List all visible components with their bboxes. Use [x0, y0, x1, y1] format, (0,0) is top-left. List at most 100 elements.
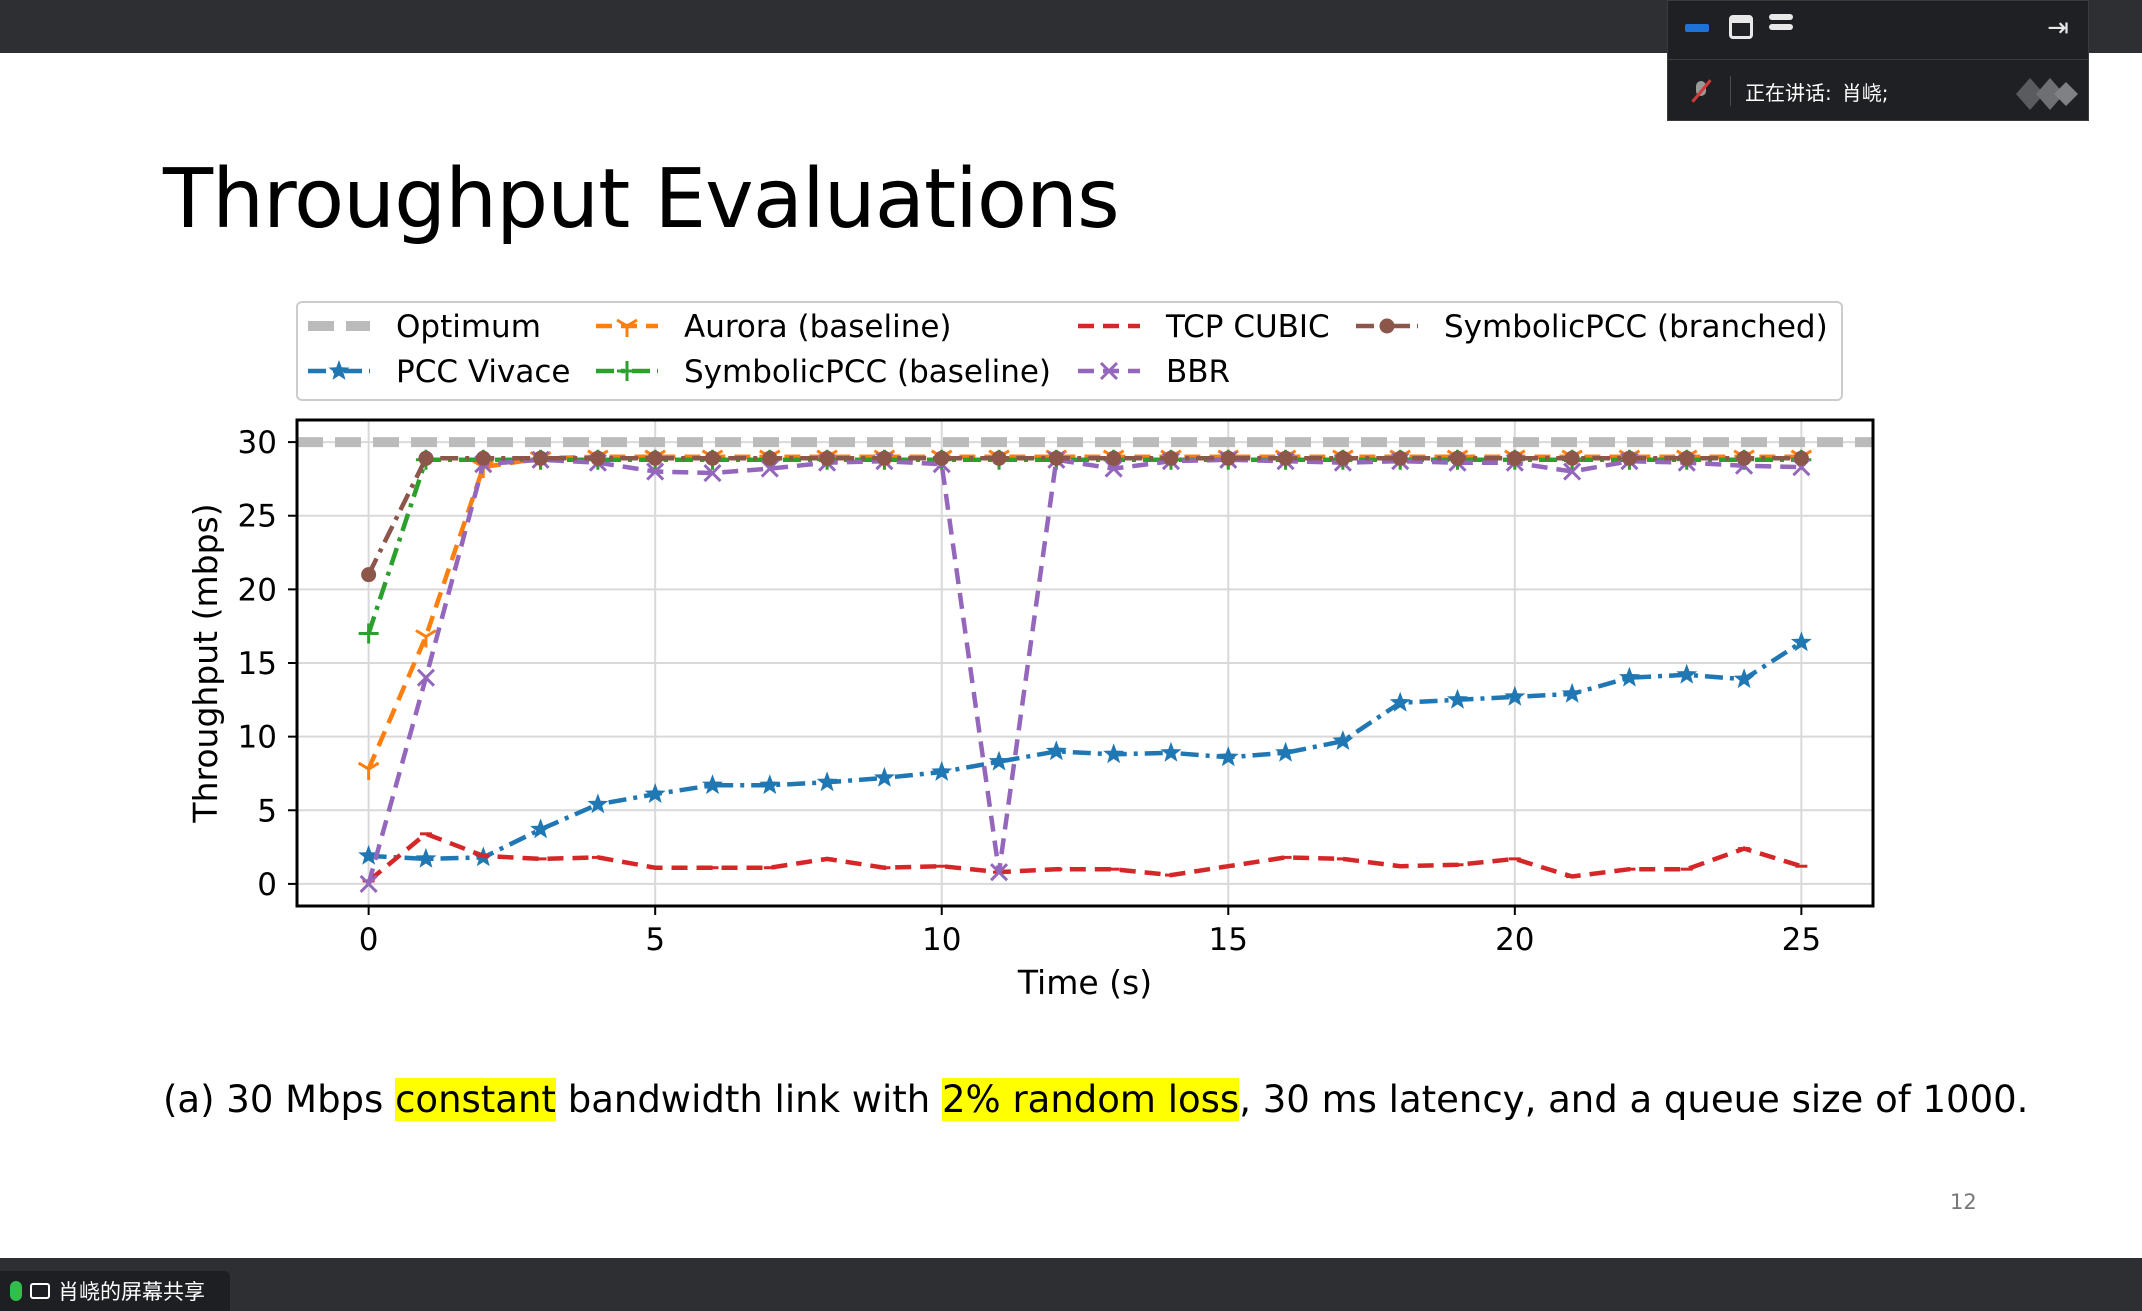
data-point — [1447, 688, 1468, 709]
data-point — [819, 450, 835, 466]
data-point — [1335, 450, 1351, 466]
data-point — [1389, 691, 1411, 712]
data-point — [762, 450, 778, 466]
data-point — [991, 450, 1007, 466]
data-point — [1220, 450, 1236, 466]
data-point — [1507, 450, 1523, 466]
data-point — [1163, 450, 1179, 466]
legend-label: Optimum — [396, 309, 541, 345]
y-tick-label: 15 — [238, 646, 277, 682]
legend-box — [296, 301, 1843, 401]
data-point — [1160, 741, 1182, 762]
data-point — [1106, 450, 1122, 466]
data-point — [1450, 450, 1466, 466]
legend-label: SymbolicPCC (baseline) — [684, 354, 1051, 390]
app-logo-icon — [2016, 78, 2078, 110]
x-tick-label: 5 — [645, 922, 665, 958]
series-pcc-vivace — [358, 631, 1812, 868]
slide-title: Throughput Evaluations — [163, 152, 1120, 247]
x-tick-label: 20 — [1495, 922, 1534, 958]
data-point — [1563, 462, 1582, 481]
caption-highlight: 2% random loss — [942, 1078, 1240, 1121]
mic-icon — [10, 1281, 22, 1301]
meeting-controls: ⇥ — [1668, 1, 2088, 60]
slide-caption: (a) 30 Mbps constant bandwidth link with… — [163, 1078, 2028, 1121]
data-point — [358, 623, 379, 644]
x-axis-label: Time (s) — [1017, 963, 1152, 1002]
data-point — [358, 844, 380, 865]
data-point — [644, 783, 666, 803]
legend-label: Aurora (baseline) — [684, 309, 952, 345]
divider — [1730, 76, 1731, 106]
data-point — [475, 450, 491, 466]
data-point — [416, 668, 436, 687]
y-tick-label: 25 — [238, 499, 277, 535]
data-point — [587, 793, 609, 814]
speaker-row: 正在讲话: 肖峣; — [1668, 60, 2088, 122]
data-point — [1379, 318, 1395, 334]
data-point — [1790, 631, 1812, 652]
legend-label: BBR — [1166, 354, 1230, 390]
data-point — [533, 450, 549, 466]
collapse-panel-icon[interactable]: ⇥ — [2047, 13, 2069, 43]
series-line — [367, 831, 1803, 883]
speaker-name: 肖峣; — [1841, 80, 1889, 105]
data-point — [361, 567, 377, 583]
data-point — [1561, 682, 1583, 703]
data-point — [1278, 450, 1294, 466]
data-point — [1676, 663, 1698, 684]
data-point — [646, 462, 665, 481]
series-line — [366, 454, 1802, 770]
series-line — [366, 457, 1802, 885]
data-point — [759, 774, 781, 795]
y-tick-label: 5 — [257, 793, 277, 829]
y-tick-label: 20 — [238, 572, 277, 608]
bottom-bar — [0, 1258, 2142, 1311]
data-point — [1793, 450, 1809, 466]
x-tick-label: 15 — [1209, 922, 1248, 958]
data-point — [415, 629, 437, 648]
series-line — [366, 456, 1802, 576]
list-view-icon[interactable] — [1769, 14, 1793, 40]
data-point — [357, 761, 380, 781]
data-point — [1045, 740, 1067, 761]
mic-muted-icon[interactable] — [1690, 79, 1712, 103]
data-point — [1103, 743, 1125, 764]
series-tcp-cubic — [362, 831, 1808, 883]
data-point — [1733, 668, 1755, 689]
data-point — [1099, 361, 1119, 381]
data-point — [702, 774, 723, 795]
caption-text: , 30 ms latency, and a queue size of 100… — [1239, 1078, 2029, 1121]
minimize-icon[interactable] — [1685, 24, 1709, 32]
data-point — [647, 450, 663, 466]
window-icon[interactable] — [1729, 15, 1753, 39]
data-point — [1217, 746, 1239, 767]
data-point — [415, 847, 437, 868]
series-aurora-baseline — [357, 449, 1813, 781]
data-point — [816, 771, 838, 792]
data-point — [703, 463, 722, 483]
screen-share-tag[interactable]: 肖峣的屏幕共享 — [0, 1271, 230, 1311]
data-point — [1275, 741, 1296, 762]
legend-label: PCC Vivace — [396, 354, 570, 390]
y-axis-label: Throughput (mbps) — [186, 503, 225, 823]
caption-text: bandwidth link with — [555, 1078, 943, 1121]
data-point — [418, 450, 434, 466]
data-point — [1332, 730, 1354, 750]
legend-label: SymbolicPCC (branched) — [1444, 309, 1828, 345]
y-tick-label: 30 — [238, 425, 277, 461]
y-tick-label: 0 — [257, 867, 277, 903]
data-point — [704, 450, 720, 466]
data-point — [1564, 450, 1580, 466]
data-point — [1621, 450, 1637, 466]
data-point — [530, 818, 551, 839]
data-point — [989, 863, 1009, 882]
meeting-panel: ⇥ 正在讲话: 肖峣; — [1667, 0, 2089, 121]
data-point — [934, 450, 950, 466]
throughput-chart: 0 5 10 15 20 25 0 5 10 15 20 25 30 Time (s) Throughput… — [186, 301, 1875, 1002]
data-point — [1392, 450, 1408, 466]
data-point — [616, 318, 638, 337]
data-point — [328, 360, 350, 380]
series-line — [368, 640, 1803, 862]
data-point — [988, 750, 1010, 771]
